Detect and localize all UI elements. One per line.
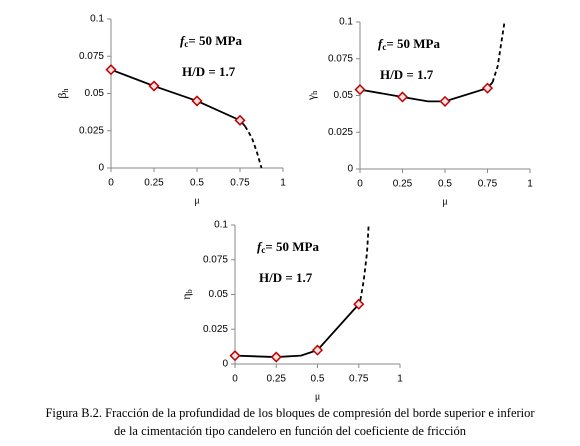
x-tick-label: 0.75	[230, 178, 250, 189]
marker	[105, 64, 117, 76]
dashed-line	[244, 125, 263, 169]
marker	[439, 95, 451, 107]
dashed-line	[491, 21, 506, 83]
annotation-sub: c	[184, 39, 188, 49]
marker	[191, 95, 203, 107]
annotation-f: f	[180, 33, 186, 48]
marker	[481, 82, 494, 94]
y-axis-label: γh	[304, 91, 319, 101]
y-tick-label: 0	[98, 163, 104, 174]
solid-line	[234, 299, 362, 358]
x-tick-label: 1	[397, 374, 403, 385]
y-tick-label: 0.075	[79, 51, 104, 62]
annotation: H/D = 1.7	[380, 67, 434, 82]
marker	[234, 114, 246, 126]
y-label-subscript: h	[61, 88, 70, 92]
marker	[148, 80, 160, 92]
caption-line: Figura B.2. Fracción de la profundidad d…	[45, 406, 535, 420]
annotation-f: f	[378, 36, 384, 51]
annotation-sub: c	[261, 245, 265, 255]
x-axis-label: μ	[315, 391, 320, 402]
y-label-symbol: γ	[304, 94, 318, 101]
x-axis-label: μ	[442, 196, 447, 207]
y-tick-label: 0.1	[214, 220, 228, 231]
x-tick-label: 0.75	[349, 374, 369, 385]
x-tick-label: 0	[357, 179, 363, 190]
dashed-line	[359, 224, 370, 301]
x-tick-label: 0	[232, 374, 238, 385]
x-tick-label: 0.25	[393, 179, 413, 190]
y-label-symbol: β	[55, 92, 69, 98]
annotation-text: = 50 MPa	[386, 36, 440, 51]
annotation: H/D = 1.7	[259, 270, 313, 285]
y-label-subscript: b	[185, 289, 194, 293]
x-tick-label: 1	[280, 178, 286, 189]
annotation: fc= 50 MPa	[378, 36, 440, 52]
y-tick-label: 0	[347, 164, 353, 175]
y-tick-label: 0.05	[334, 90, 354, 101]
annotation: fc= 50 MPa	[257, 239, 319, 255]
y-label-subscript: h	[310, 91, 319, 95]
y-tick-label: 0.1	[339, 17, 353, 28]
y-tick-label: 0.075	[203, 254, 228, 265]
x-tick-label: 0.5	[438, 179, 452, 190]
x-axis-label: μ	[194, 195, 199, 206]
marker	[270, 351, 282, 363]
y-tick-label: 0.075	[328, 53, 353, 64]
y-tick-label: 0.05	[209, 289, 229, 300]
x-tick-label: 0.5	[190, 178, 204, 189]
x-tick-label: 1	[527, 179, 533, 190]
x-tick-label: 0.5	[311, 374, 325, 385]
y-label-symbol: η	[179, 293, 193, 299]
y-axis-label: βh	[55, 88, 70, 98]
y-axis-label: ηb	[179, 289, 194, 299]
annotation-text: = 50 MPa	[265, 239, 319, 254]
y-tick-label: 0.025	[203, 324, 228, 335]
caption-line: de la cimentación tipo candelero en func…	[114, 424, 467, 438]
marker	[354, 84, 366, 96]
y-tick-label: 0.025	[79, 125, 104, 136]
annotation: H/D = 1.7	[182, 64, 236, 79]
x-tick-label: 0	[108, 178, 114, 189]
solid-line	[359, 81, 494, 103]
x-tick-label: 0.25	[267, 374, 287, 385]
annotation-sub: c	[382, 42, 386, 52]
annotation: fc= 50 MPa	[180, 33, 242, 49]
x-tick-label: 0.25	[144, 178, 164, 189]
annotation-f: f	[257, 239, 263, 254]
y-tick-label: 0.05	[85, 88, 105, 99]
marker	[396, 91, 409, 103]
y-tick-label: 0.1	[90, 14, 104, 25]
marker	[353, 298, 365, 310]
annotation-text: = 50 MPa	[188, 33, 242, 48]
marker	[229, 350, 241, 362]
x-tick-label: 0.75	[478, 179, 498, 190]
marker	[311, 344, 324, 356]
y-tick-label: 0	[222, 359, 228, 370]
y-tick-label: 0.025	[328, 127, 353, 138]
